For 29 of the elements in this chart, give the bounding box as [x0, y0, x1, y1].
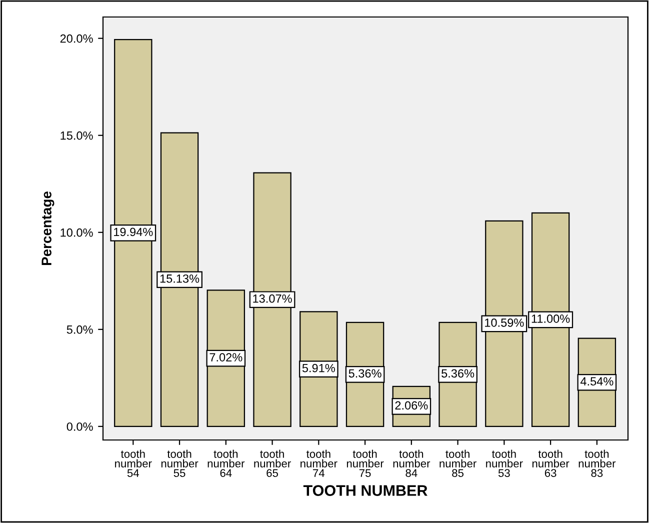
x-tick-label: tooth number 55 [161, 450, 198, 477]
data-label: 5.36% [442, 369, 474, 378]
data-label: 13.07% [253, 294, 292, 303]
x-axis-title: TOOTH NUMBER [303, 485, 428, 496]
x-tick-label: tooth number 63 [532, 450, 570, 477]
x-tick-label: tooth number 85 [440, 450, 476, 477]
data-label: 10.59% [485, 318, 524, 327]
data-label: 5.36% [348, 369, 382, 378]
y-tick-label: 20.0% [60, 34, 93, 43]
data-label: 7.02% [210, 353, 242, 362]
x-tick-label: tooth number 75 [346, 450, 384, 477]
data-label: 19.94% [114, 228, 153, 236]
data-label: 15.13% [160, 274, 200, 283]
data-label: 5.91% [302, 364, 335, 372]
x-tick-label: tooth number 64 [208, 450, 245, 477]
y-tick-label: 15.0% [60, 131, 93, 140]
x-tick-label: tooth number 84 [393, 450, 430, 477]
x-tick-label: tooth number 54 [115, 450, 152, 477]
x-tick-label: tooth number 74 [300, 450, 338, 477]
x-tick-label: tooth number 53 [486, 450, 523, 477]
data-label: 11.00% [532, 314, 570, 323]
y-tick-label: 0.0% [66, 422, 93, 431]
y-tick-label: 5.0% [66, 325, 93, 334]
y-tick-label: 10.0% [60, 228, 93, 237]
data-label: 2.06% [395, 401, 428, 410]
x-tick-label: tooth number 83 [578, 450, 616, 477]
y-axis-title: Percentage [42, 192, 54, 266]
x-tick-label: tooth number 65 [254, 450, 291, 477]
data-label: 4.54% [580, 377, 614, 386]
